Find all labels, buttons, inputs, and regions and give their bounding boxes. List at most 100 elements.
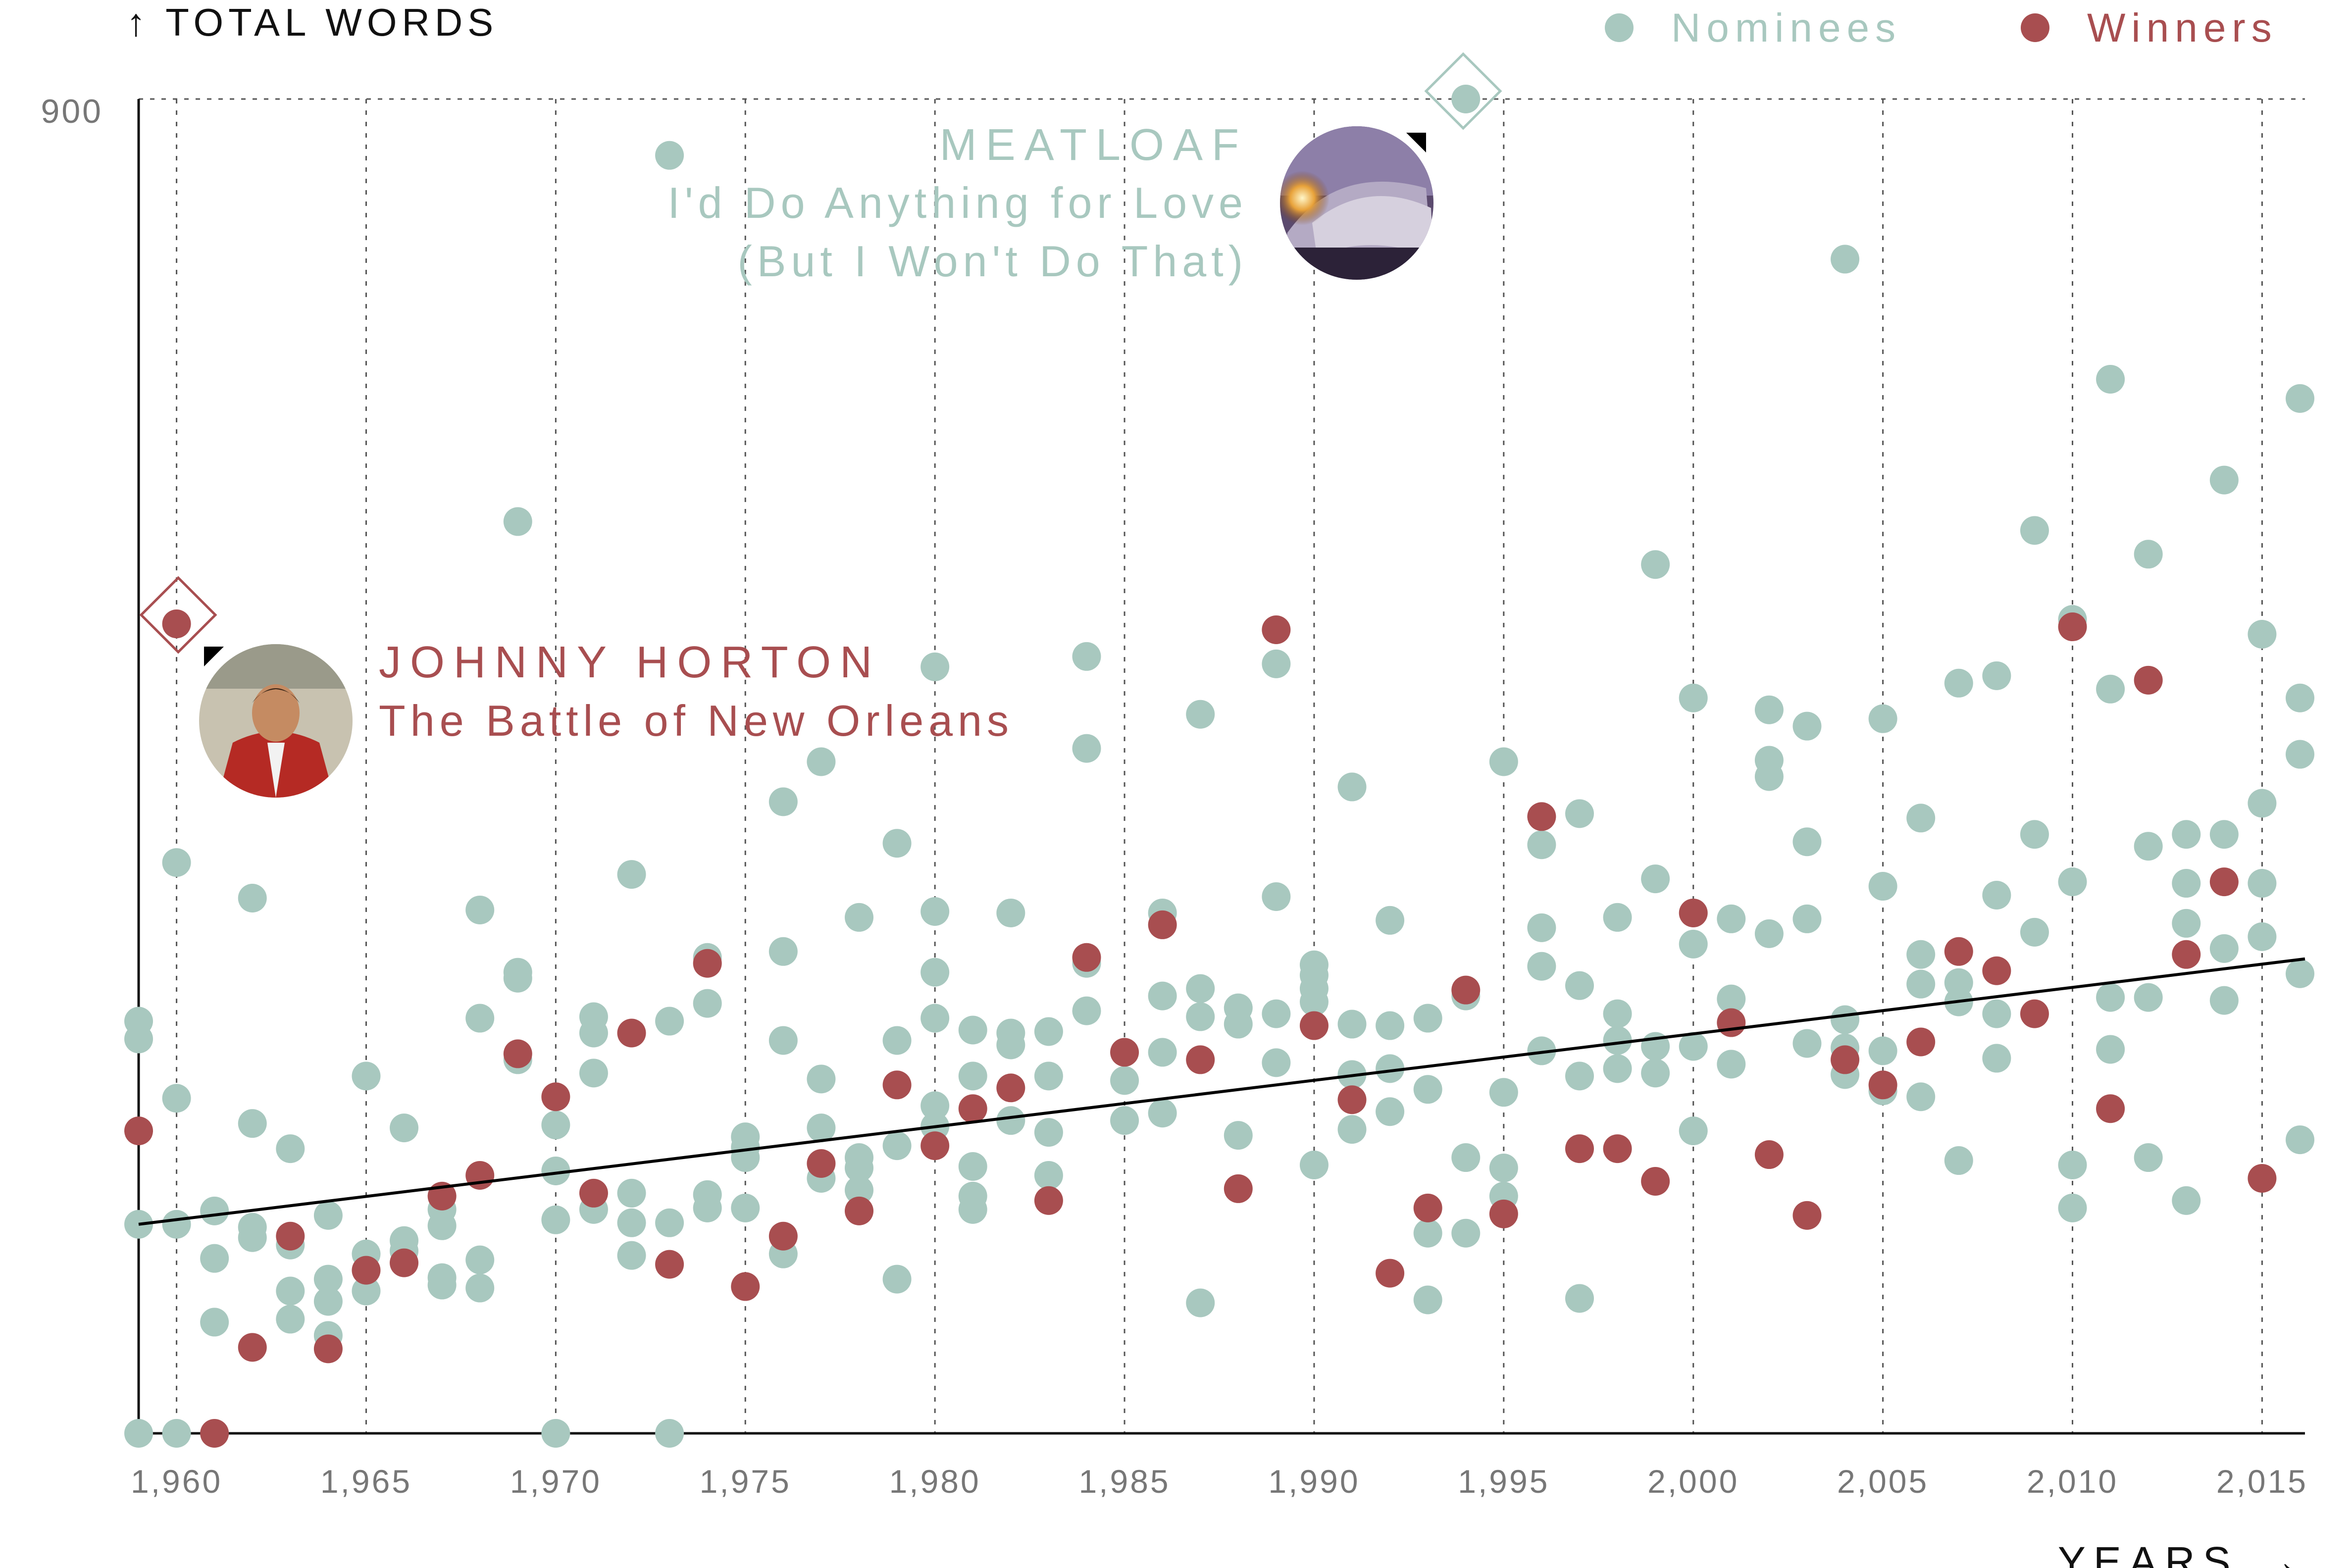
nominee-point-141 xyxy=(1451,1218,1481,1248)
nominee-point-21 xyxy=(313,1287,343,1316)
winner-point-7 xyxy=(390,1248,419,1277)
winner-point-32 xyxy=(1337,1085,1367,1114)
album-cover-meatloaf-icon xyxy=(1280,126,1433,280)
annotation-meatloaf: MEATLOAF I'd Do Anything for Love (But I… xyxy=(667,120,1433,286)
winner-point-34 xyxy=(1413,1193,1442,1222)
highlight-diamond-meatloaf xyxy=(1424,52,1502,130)
winner-point-47 xyxy=(1906,1027,1936,1057)
nominee-point-146 xyxy=(1527,830,1556,860)
x-tick-label-1975: 1,975 xyxy=(700,1463,791,1500)
winner-point-3 xyxy=(238,1333,267,1362)
nominee-point-125 xyxy=(1299,1151,1329,1180)
nominee-point-176 xyxy=(1792,1029,1822,1058)
nominee-point-111 xyxy=(1186,974,1215,1003)
nominee-point-14 xyxy=(238,1223,267,1252)
nominee-point-175 xyxy=(1792,904,1822,933)
nominee-point-109 xyxy=(1148,1099,1177,1128)
winner-point-26 xyxy=(1110,1038,1139,1067)
nominee-point-112 xyxy=(1186,1002,1215,1031)
nominee-point-73 xyxy=(845,903,873,932)
nominee-point-80 xyxy=(882,1265,912,1294)
album-cover-johnny-horton-icon xyxy=(199,644,353,798)
nominee-point-188 xyxy=(1906,1082,1936,1112)
winner-point-44 xyxy=(1792,1201,1822,1230)
highlight-diamond-horton xyxy=(139,576,217,654)
nominee-point-69 xyxy=(807,747,836,776)
nominee-point-101 xyxy=(1072,734,1101,763)
winner-point-4 xyxy=(276,1221,305,1251)
nominee-point-151 xyxy=(1565,971,1594,1000)
legend-nominee-marker xyxy=(1605,13,1634,42)
winner-point-23 xyxy=(996,1073,1025,1103)
y-tick-900: 900 xyxy=(41,93,103,130)
winner-point-15 xyxy=(693,949,722,978)
nominee-point-6 xyxy=(162,1210,191,1239)
winner-point-39 xyxy=(1603,1134,1632,1163)
winner-point-40 xyxy=(1641,1166,1670,1196)
nominee-point-5 xyxy=(162,1084,191,1113)
nominee-point-161 xyxy=(1641,1059,1670,1088)
winner-point-33 xyxy=(1376,1259,1405,1288)
nominee-point-124 xyxy=(1299,987,1329,1016)
nominee-point-207 xyxy=(2096,1035,2125,1064)
nominee-point-118 xyxy=(1262,882,1291,911)
x-tick-label-2000: 2,000 xyxy=(1647,1463,1739,1500)
nominee-point-95 xyxy=(996,1106,1025,1135)
nominee-point-92 xyxy=(996,898,1025,927)
nominee-point-130 xyxy=(1376,906,1405,935)
winner-point-9 xyxy=(465,1161,495,1190)
nominee-point-214 xyxy=(2172,909,2201,938)
nominee-point-150 xyxy=(1565,799,1594,828)
nominee-point-162 xyxy=(1679,683,1708,712)
nominee-point-226 xyxy=(2286,740,2314,769)
nominee-point-135 xyxy=(1413,1075,1442,1104)
nominee-point-15 xyxy=(276,1134,305,1163)
nominee-point-227 xyxy=(2286,959,2314,988)
nominee-point-50 xyxy=(617,1178,646,1208)
nominee-point-104 xyxy=(1110,1066,1139,1095)
x-tick-labels: 1,960 1,965 1,970 1,975 1,980 1,985 1,990 1,995… xyxy=(131,1463,2308,1500)
nominee-point-158 xyxy=(1641,550,1670,579)
nominee-point-105 xyxy=(1110,1106,1139,1135)
nominee-point-174 xyxy=(1792,827,1822,857)
annotation-horton: JOHNNY HORTON The Battle of New Orleans xyxy=(199,638,1009,798)
winner-point-38 xyxy=(1565,1134,1594,1163)
nominee-point-153 xyxy=(1565,1284,1594,1313)
nominee-point-127 xyxy=(1337,1010,1367,1039)
nominee-point-144 xyxy=(1489,1153,1518,1182)
nominee-point-20 xyxy=(313,1265,343,1294)
nominee-point-35 xyxy=(465,1245,495,1274)
nominee-point-78 xyxy=(882,1026,912,1055)
x-tick-label-2015: 2,015 xyxy=(2216,1463,2308,1500)
nominee-point-94 xyxy=(996,1030,1025,1060)
x-tick-label-2010: 2,010 xyxy=(2027,1463,2118,1500)
nominee-point-37 xyxy=(503,507,532,536)
nominee-point-54 xyxy=(655,1007,684,1036)
nominee-point-100 xyxy=(1072,642,1101,671)
winner-point-13 xyxy=(617,1018,646,1048)
nominee-point-55 xyxy=(655,1208,684,1237)
nominee-point-203 xyxy=(2058,1193,2087,1222)
nominee-point-199 xyxy=(2020,917,2049,947)
nominee-point-76 xyxy=(845,1175,873,1205)
nominee-point-140 xyxy=(1451,1143,1481,1172)
winner-point-55 xyxy=(2209,867,2239,897)
nominee-point-52 xyxy=(617,1241,646,1270)
nominee-point-181 xyxy=(1868,704,1897,733)
nominee-point-155 xyxy=(1603,999,1632,1028)
nominee-point-107 xyxy=(1148,981,1177,1011)
nominee-point-44 xyxy=(541,1419,570,1448)
nominee-point-149 xyxy=(1527,1036,1556,1065)
trend-line xyxy=(138,957,2305,1226)
nominee-point-18 xyxy=(276,1305,305,1334)
nominee-point-223 xyxy=(2248,922,2277,951)
nominee-point-115 xyxy=(1224,1010,1253,1039)
nominee-point-148 xyxy=(1527,952,1556,981)
winner-point-22 xyxy=(958,1094,987,1123)
nominee-point-215 xyxy=(2172,1186,2201,1215)
winner-point-25 xyxy=(1072,943,1101,972)
nominee-point-142 xyxy=(1489,747,1518,776)
nominee-point-82 xyxy=(920,897,950,926)
nominee-point-201 xyxy=(2058,867,2087,897)
